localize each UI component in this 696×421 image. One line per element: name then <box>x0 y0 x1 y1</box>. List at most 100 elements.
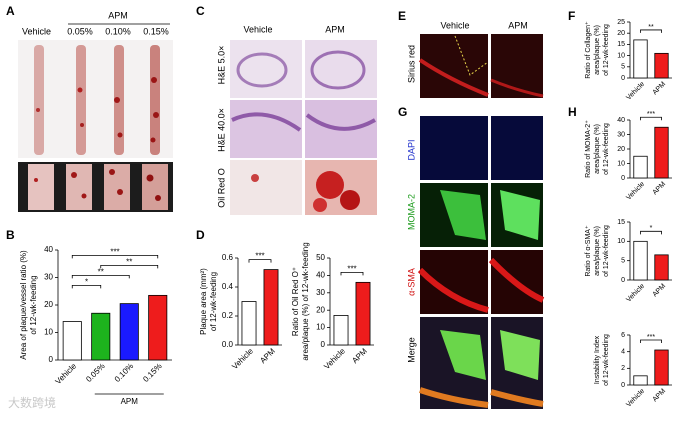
significance-label: ** <box>126 257 132 266</box>
y-axis-label: of 12-wk-feeding <box>603 334 610 386</box>
x-tick-label: APM <box>652 388 668 404</box>
y-tick-label: 0 <box>621 382 625 389</box>
y-axis-label: area/plaque (%) <box>594 124 601 174</box>
y-tick-label: 30 <box>316 288 325 297</box>
y-tick-label: 40 <box>617 117 625 124</box>
significance-label: ** <box>98 267 104 276</box>
significance-bracket <box>640 29 662 33</box>
y-tick-label: 20 <box>617 146 625 153</box>
significance-label: * <box>85 277 88 286</box>
panel-letter: F <box>568 9 575 23</box>
bar <box>62 321 82 361</box>
bar <box>119 303 139 361</box>
y-tick-label: 10 <box>617 52 625 59</box>
significance-label: *** <box>347 264 356 273</box>
x-tick-label: APM <box>652 283 668 299</box>
y-tick-label: 20 <box>617 30 625 37</box>
x-group-label: APM <box>121 397 139 406</box>
x-tick-label: Vehicle <box>625 181 646 202</box>
x-tick-label: Vehicle <box>322 346 347 371</box>
bar <box>654 349 669 386</box>
x-tick-label: 0.15% <box>141 362 163 384</box>
column-label: APM <box>508 20 528 30</box>
bar <box>654 52 669 79</box>
column-label: Vehicle <box>243 24 272 34</box>
y-tick-label: 6 <box>621 332 625 339</box>
y-tick-label: 10 <box>617 238 625 245</box>
y-axis-label: Ratio of α-SMA⁺ <box>585 225 592 277</box>
x-tick-label: Vehicle <box>625 388 646 409</box>
histology-images <box>230 40 377 215</box>
y-tick-label: 0.4 <box>222 282 234 291</box>
significance-bracket <box>248 259 272 263</box>
significance-bracket <box>71 254 159 259</box>
panel-letter: D <box>196 228 205 242</box>
watermark: 大数跨境 <box>8 395 56 410</box>
aorta-images <box>18 40 173 212</box>
y-tick-label: 10 <box>316 323 325 332</box>
y-tick-label: 0 <box>321 340 326 349</box>
significance-label: * <box>650 225 653 232</box>
significance-bracket <box>640 230 662 235</box>
bar <box>355 281 371 346</box>
bar <box>91 312 111 361</box>
y-axis-label: area/plaque (%) <box>594 25 601 75</box>
y-axis-label: area/plaque (%) of 12-wk-feeding <box>301 242 310 360</box>
y-tick-label: 0 <box>621 75 625 82</box>
y-tick-label: 40 <box>316 271 325 280</box>
x-tick-label: Vehicle <box>230 346 255 371</box>
y-tick-label: 0 <box>49 355 54 364</box>
y-axis-label: of 12-wk-feeding <box>603 123 610 175</box>
significance-label: *** <box>255 252 264 261</box>
column-label: Vehicle <box>440 20 469 30</box>
row-label: DAPI <box>406 139 416 160</box>
y-axis-label: of 12-wk-feeding <box>29 275 38 334</box>
bar <box>654 254 669 281</box>
row-label: H&E 40.0× <box>216 108 226 152</box>
y-tick-label: 40 <box>44 245 53 254</box>
group-label: APM <box>108 10 128 20</box>
x-tick-label: APM <box>350 346 369 365</box>
bar <box>263 269 279 346</box>
significance-bracket <box>71 284 102 289</box>
bar <box>633 240 648 281</box>
y-tick-label: 10 <box>44 328 53 337</box>
significance-label: *** <box>110 247 119 256</box>
column-label: 0.05% <box>67 26 93 36</box>
panel-letter: G <box>398 105 407 119</box>
significance-bracket <box>71 274 130 279</box>
bar <box>633 39 648 79</box>
y-tick-label: 0.6 <box>222 253 234 262</box>
row-label: MOMA-2 <box>406 194 416 230</box>
x-tick-label: Vehicle <box>54 361 79 386</box>
y-tick-label: 20 <box>44 300 53 309</box>
significance-label: ** <box>648 24 654 31</box>
y-tick-label: 0 <box>621 277 625 284</box>
y-tick-label: 0.0 <box>222 340 234 349</box>
column-label: Vehicle <box>22 26 51 36</box>
sirius-red-images <box>418 34 544 98</box>
panel-letter: A <box>6 4 15 18</box>
y-axis-label: Ratio of MOMA-2⁺ <box>585 120 592 178</box>
row-label: Merge <box>406 337 416 363</box>
y-axis-label: Instability Index <box>594 335 601 384</box>
row-label: α-SMA <box>406 268 416 296</box>
y-axis-label: area/plaque (%) <box>594 226 601 276</box>
y-tick-label: 5 <box>621 64 625 71</box>
row-label: Oil Red O <box>216 168 226 208</box>
y-tick-label: 4 <box>621 349 625 356</box>
y-tick-label: 30 <box>617 131 625 138</box>
y-axis-label: Plaque area (mm²) <box>199 268 208 335</box>
y-tick-label: 2 <box>621 365 625 372</box>
significance-bracket <box>100 264 159 269</box>
bar <box>633 155 648 179</box>
y-tick-label: 50 <box>316 253 325 262</box>
bar <box>148 294 168 361</box>
column-label: 0.15% <box>143 26 169 36</box>
row-label: H&E 5.0× <box>216 46 226 85</box>
y-axis-label: Ratio of Collagen⁺ <box>585 21 592 79</box>
y-axis-label: of 12-wk-feeding <box>209 272 218 331</box>
y-tick-label: 30 <box>44 273 53 282</box>
immunofluorescence-images <box>417 116 545 409</box>
